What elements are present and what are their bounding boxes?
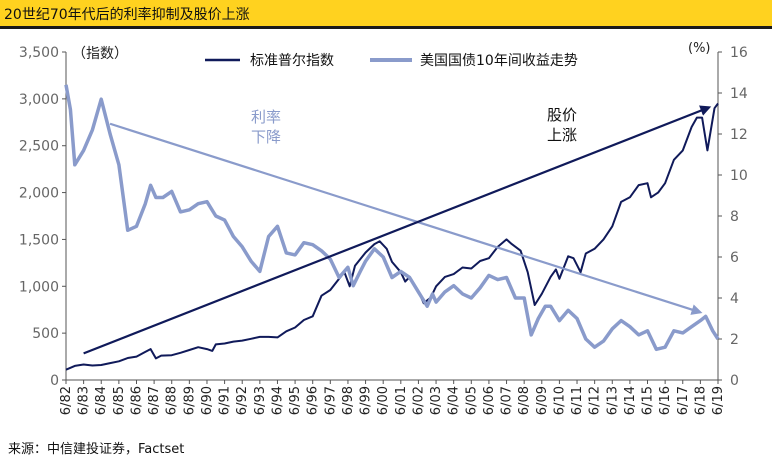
x-tick-label: 6/82 (59, 386, 74, 415)
right-tick-label: 12 (730, 127, 748, 143)
x-tick-label: 6/11 (570, 386, 585, 415)
left-tick-label: 500 (32, 326, 59, 342)
x-tick-label: 6/98 (341, 386, 356, 415)
title-bar (0, 0, 772, 26)
title-rule (0, 26, 772, 29)
legend-label-sp500: 标准普尔指数 (250, 53, 334, 69)
x-tick-label: 6/87 (147, 386, 162, 415)
right-tick-label: 10 (730, 168, 748, 184)
right-tick-label: 0 (730, 373, 739, 389)
right-axis-label: (%) (688, 41, 711, 56)
stock-rise-arrow (83, 105, 712, 355)
left-axis-label: （指数） (72, 46, 128, 62)
x-tick-label: 6/90 (200, 386, 215, 415)
x-tick-label: 6/97 (323, 386, 338, 415)
x-tick-label: 6/96 (306, 386, 321, 415)
right-tick-label: 4 (730, 291, 739, 307)
x-tick-label: 6/91 (218, 386, 233, 415)
x-tick-label: 6/17 (676, 386, 691, 415)
left-tick-label: 3,500 (19, 45, 59, 61)
x-tick-label: 6/01 (394, 386, 409, 415)
x-tick-label: 6/10 (552, 386, 567, 415)
bond-yield-line (64, 84, 720, 352)
stock-rise-annotation: 股价 (547, 106, 577, 124)
x-tick-label: 6/86 (129, 386, 144, 415)
x-tick-label: 6/95 (288, 386, 303, 415)
x-tick-label: 6/15 (641, 386, 656, 415)
left-tick-label: 3,000 (19, 92, 59, 108)
x-tick-label: 6/04 (447, 386, 462, 415)
left-tick-label: 1,500 (19, 232, 59, 248)
x-tick-label: 6/00 (376, 386, 391, 415)
right-tick-label: 14 (730, 86, 748, 102)
x-tick-label: 6/06 (482, 386, 497, 415)
x-tick-label: 6/93 (253, 386, 268, 415)
left-tick-label: 2,000 (19, 186, 59, 202)
stock-rise-annotation: 上涨 (547, 126, 577, 144)
x-tick-label: 6/02 (411, 386, 426, 415)
x-tick-label: 6/85 (112, 386, 127, 415)
x-tick-label: 6/99 (359, 386, 374, 415)
x-tick-label: 6/88 (165, 386, 180, 415)
source-note: 来源：中信建投证券，Factset (8, 442, 185, 457)
rate-fall-annotation: 利率 (251, 108, 281, 126)
x-tick-label: 6/08 (517, 386, 532, 415)
x-tick-label: 6/09 (535, 386, 550, 415)
x-tick-label: 6/83 (77, 386, 92, 415)
chart-title: 20世纪70年代后的利率抑制及股价上涨 (4, 7, 250, 23)
right-tick-label: 16 (730, 45, 748, 61)
left-tick-label: 0 (50, 373, 59, 389)
x-tick-label: 6/13 (605, 386, 620, 415)
x-tick-label: 6/18 (693, 386, 708, 415)
x-tick-label: 6/84 (94, 386, 109, 415)
rate-fall-arrow (109, 122, 703, 315)
x-tick-label: 6/03 (429, 386, 444, 415)
x-tick-label: 6/16 (658, 386, 673, 415)
left-tick-label: 2,500 (19, 139, 59, 155)
right-tick-label: 6 (730, 250, 739, 266)
x-tick-label: 6/12 (588, 386, 603, 415)
x-tick-label: 6/05 (464, 386, 479, 415)
rate-fall-annotation: 下降 (251, 128, 281, 146)
right-tick-label: 8 (730, 209, 739, 225)
right-tick-label: 2 (730, 332, 739, 348)
x-tick-label: 6/14 (623, 386, 638, 415)
sp500-line (65, 102, 719, 371)
x-tick-label: 6/92 (235, 386, 250, 415)
x-tick-label: 6/07 (500, 386, 515, 415)
x-tick-label: 6/89 (182, 386, 197, 415)
left-tick-label: 1,000 (19, 279, 59, 295)
x-tick-label: 6/94 (270, 386, 285, 415)
x-tick-label: 6/19 (711, 386, 726, 415)
legend-label-bond: 美国国债10年间收益走势 (420, 53, 578, 69)
